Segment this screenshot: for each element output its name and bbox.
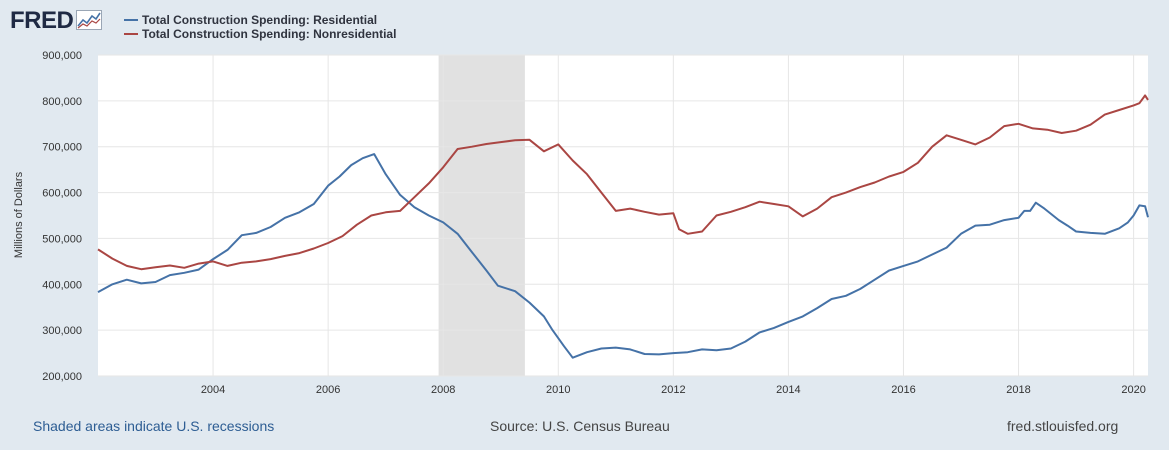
- x-tick-label: 2008: [431, 384, 455, 396]
- series-line-nonresidential[interactable]: [97, 94, 1149, 271]
- x-tick-label: 2020: [1121, 384, 1145, 396]
- line-chart: 200,000 300,000 400,000 500,000 600,000 700,0…: [13, 50, 1149, 396]
- recession-band: [438, 55, 525, 376]
- y-tick-label: 600,000: [42, 188, 82, 200]
- legend-label-residential: Total Construction Spending: Residential: [142, 13, 378, 27]
- y-tick-label: 500,000: [42, 233, 82, 245]
- x-axis-ticks: 2004 2006 2008 2010 2012 2014 2016 2018 2020: [201, 384, 1146, 396]
- y-axis-label: Millions of Dollars: [13, 171, 25, 258]
- y-tick-label: 200,000: [42, 371, 82, 383]
- site-link[interactable]: fred.stlouisfed.org: [1007, 418, 1119, 434]
- y-tick-label: 800,000: [42, 96, 82, 108]
- recession-layer: [438, 55, 525, 376]
- x-tick-label: 2018: [1006, 384, 1030, 396]
- legend-swatch-residential: [124, 19, 138, 21]
- legend-item-residential[interactable]: Total Construction Spending: Residential: [124, 13, 396, 27]
- legend-item-nonresidential[interactable]: Total Construction Spending: Nonresident…: [124, 27, 396, 41]
- legend-swatch-nonresidential: [124, 33, 138, 35]
- recession-note[interactable]: Shaded areas indicate U.S. recessions: [33, 418, 275, 434]
- series-layer: [97, 94, 1149, 359]
- x-tick-label: 2016: [891, 384, 915, 396]
- plot-area: [98, 55, 1148, 376]
- chart-legend: Total Construction Spending: Residential…: [124, 13, 396, 41]
- x-tick-label: 2014: [776, 384, 800, 396]
- fred-chart-icon: [76, 10, 103, 30]
- y-tick-label: 700,000: [42, 142, 82, 154]
- y-axis-ticks: 200,000 300,000 400,000 500,000 600,000 700,0…: [42, 50, 82, 383]
- legend-label-nonresidential: Total Construction Spending: Nonresident…: [142, 27, 397, 41]
- series-line-residential[interactable]: [97, 153, 1149, 359]
- x-tick-label: 2012: [661, 384, 685, 396]
- x-tick-label: 2010: [546, 384, 570, 396]
- x-tick-label: 2006: [316, 384, 340, 396]
- fred-logo[interactable]: FRED: [10, 7, 103, 34]
- source-note: Source: U.S. Census Bureau: [490, 418, 670, 434]
- y-tick-label: 400,000: [42, 279, 82, 291]
- x-tick-label: 2004: [201, 384, 225, 396]
- y-tick-label: 900,000: [42, 50, 82, 62]
- y-tick-label: 300,000: [42, 325, 82, 337]
- fred-logo-text: FRED: [10, 7, 74, 34]
